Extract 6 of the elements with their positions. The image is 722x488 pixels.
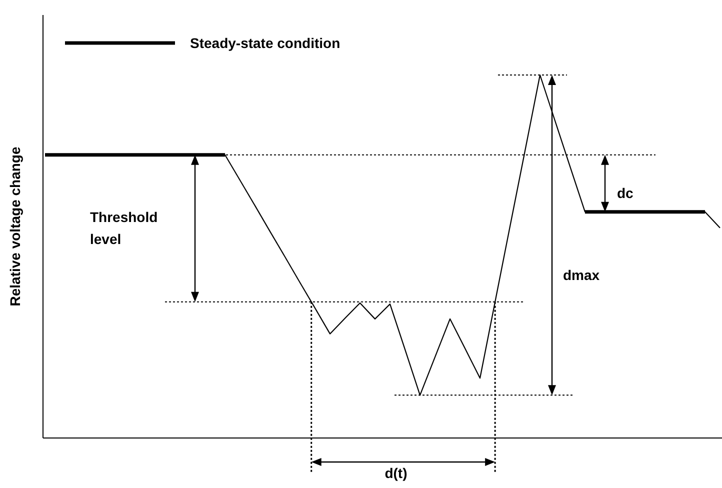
text: Steady-state condition: [190, 35, 340, 51]
y-axis-title: Relative voltage change: [7, 146, 23, 306]
annotation: Threshold level: [90, 209, 158, 247]
annotation: dmax: [563, 267, 600, 283]
annotation: dc: [617, 185, 634, 201]
text: d(t): [384, 465, 408, 481]
